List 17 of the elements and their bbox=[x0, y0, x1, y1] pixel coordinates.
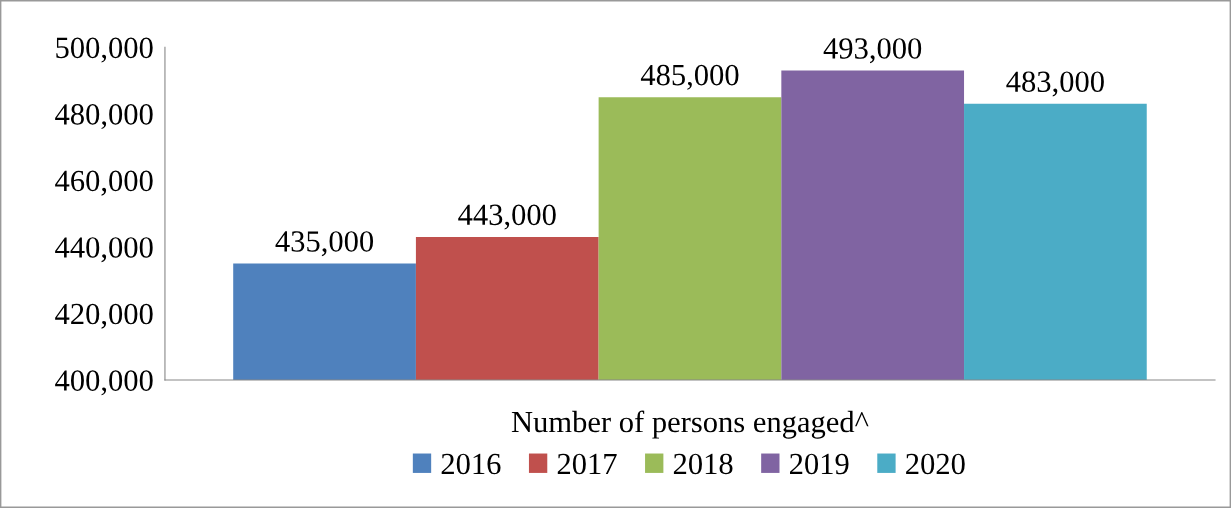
x-tick-label: Number of persons engaged^ bbox=[511, 410, 869, 439]
y-tick-label: 400,000 bbox=[55, 370, 153, 396]
data-label: 483,000 bbox=[1006, 71, 1104, 97]
legend-label: 2018 bbox=[673, 453, 733, 475]
data-label: 485,000 bbox=[640, 64, 739, 90]
data-label: 443,000 bbox=[458, 204, 556, 230]
y-tick-label: 480,000 bbox=[55, 104, 153, 130]
y-tick-label: 460,000 bbox=[55, 170, 153, 196]
y-tick-label: 420,000 bbox=[55, 303, 153, 329]
data-label: 493,000 bbox=[823, 38, 922, 64]
y-tick-label: 500,000 bbox=[56, 37, 153, 63]
y-tick-label: 440,000 bbox=[55, 237, 153, 263]
data-label: 435,000 bbox=[275, 231, 374, 257]
legend-label: 2019 bbox=[790, 453, 849, 475]
legend-label: 2016 bbox=[441, 453, 501, 475]
legend-label: 2020 bbox=[906, 453, 965, 475]
legend-label: 2017 bbox=[557, 453, 617, 475]
